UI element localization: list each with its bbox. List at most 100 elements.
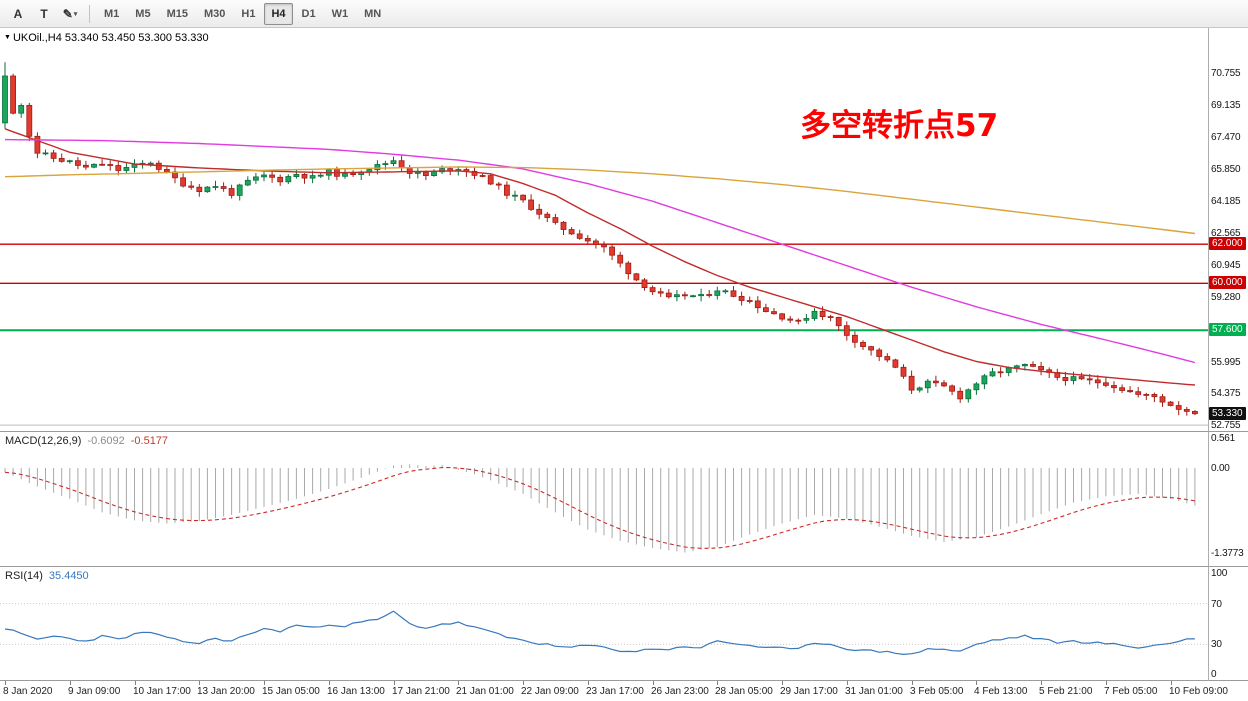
rsi-label: RSI(14) 35.4450 xyxy=(5,570,89,582)
time-axis-label: 15 Jan 05:00 xyxy=(262,686,320,697)
time-axis-label: 5 Feb 21:00 xyxy=(1039,686,1093,697)
rsi-tick-label: 0 xyxy=(1211,669,1217,680)
rsi-tick-label: 70 xyxy=(1211,599,1222,610)
time-tick-mark xyxy=(5,681,6,685)
price-chart-canvas[interactable] xyxy=(0,28,1208,431)
price-tick-label: 62.565 xyxy=(1211,228,1241,239)
time-tick-mark xyxy=(1106,681,1107,685)
time-tick-mark xyxy=(70,681,71,685)
macd-plot[interactable]: MACD(12,26,9) -0.6092 -0.5177 xyxy=(0,432,1209,567)
time-tick-mark xyxy=(329,681,330,685)
macd-tick-label: 0.561 xyxy=(1211,433,1236,444)
time-axis-label: 13 Jan 20:00 xyxy=(197,686,255,697)
rsi-chart-canvas[interactable] xyxy=(0,567,1208,680)
macd-tick-label: 0.00 xyxy=(1211,463,1230,474)
time-tick-mark xyxy=(199,681,200,685)
macd-pane: MACD(12,26,9) -0.6092 -0.5177 0.561 0.00 -1.… xyxy=(0,432,1248,567)
symbol-info: ▼ UKOil.,H4 53.340 53.450 53.300 53.330 xyxy=(4,32,209,44)
time-tick-mark xyxy=(458,681,459,685)
price-tick-label: 60.945 xyxy=(1211,260,1241,271)
price-scale[interactable]: 70.755 69.135 67.470 65.850 64.185 62.565 60.9… xyxy=(1209,28,1248,432)
timeframe-button-w1[interactable]: W1 xyxy=(331,7,349,20)
time-tick-mark xyxy=(782,681,783,685)
ma-fast-red xyxy=(4,128,1195,386)
price-tick-label: 67.470 xyxy=(1211,132,1241,143)
time-tick-mark xyxy=(1041,681,1042,685)
time-axis-label: 10 Feb 09:00 xyxy=(1169,686,1228,697)
chart-area: ▼ UKOil.,H4 53.340 53.450 53.300 53.330 多… xyxy=(0,28,1248,701)
time-tick-mark xyxy=(976,681,977,685)
macd-chart-canvas[interactable] xyxy=(0,432,1208,566)
time-axis-label: 8 Jan 2020 xyxy=(3,686,53,697)
ma-slow-orange xyxy=(4,166,1195,235)
cursor-tool-button[interactable]: A xyxy=(13,6,23,21)
rsi-tick-label: 30 xyxy=(1211,639,1222,650)
macd-signal-line xyxy=(4,467,1195,549)
chart-collapse-icon[interactable]: ▼ xyxy=(4,34,11,41)
draw-tool-button[interactable]: ✎ ▾ xyxy=(58,3,82,25)
time-axis-label: 4 Feb 13:00 xyxy=(974,686,1028,697)
time-tick-mark xyxy=(1171,681,1172,685)
timeframe-button-mn[interactable]: MN xyxy=(364,7,382,20)
time-tick-mark xyxy=(523,681,524,685)
timeframe-button-m15[interactable]: M15 xyxy=(166,7,188,20)
price-tick-label: 64.185 xyxy=(1211,196,1241,207)
macd-name: MACD(12,26,9) xyxy=(5,435,82,447)
macd-tick-label: -1.3773 xyxy=(1211,548,1244,559)
rsi-name: RSI(14) xyxy=(5,570,43,582)
macd-main-value: -0.6092 xyxy=(87,435,125,447)
chart-annotation[interactable]: 多空转折点57 xyxy=(800,108,999,144)
timeframe-button-h1[interactable]: H1 xyxy=(241,7,256,20)
price-tick-label: 65.850 xyxy=(1211,164,1241,175)
rsi-value: 35.4450 xyxy=(48,570,89,582)
timeframe-button-d1[interactable]: D1 xyxy=(301,7,316,20)
price-tick-label: 52.755 xyxy=(1211,420,1241,431)
time-axis-label: 28 Jan 05:00 xyxy=(715,686,773,697)
time-axis-label: 26 Jan 23:00 xyxy=(651,686,709,697)
price-plot[interactable]: ▼ UKOil.,H4 53.340 53.450 53.300 53.330 多… xyxy=(0,28,1209,432)
time-axis-label: 21 Jan 01:00 xyxy=(456,686,514,697)
time-axis-label: 16 Jan 13:00 xyxy=(327,686,385,697)
text-tool-button[interactable]: T xyxy=(40,6,48,21)
rsi-pane: RSI(14) 35.4450 100 70 30 0 xyxy=(0,567,1248,681)
hline-price-badge[interactable]: 57.600 xyxy=(1209,323,1246,336)
current-price-badge: 53.330 xyxy=(1209,407,1246,420)
symbol-ohlc-text: UKOil.,H4 53.340 53.450 53.300 53.330 xyxy=(12,32,209,44)
time-axis-label: 7 Feb 05:00 xyxy=(1104,686,1158,697)
time-tick-mark xyxy=(135,681,136,685)
time-axis-label: 22 Jan 09:00 xyxy=(521,686,579,697)
time-tick-mark xyxy=(912,681,913,685)
timeframe-button-m30[interactable]: M30 xyxy=(203,7,226,20)
rsi-tick-label: 100 xyxy=(1211,568,1228,579)
time-axis-label: 9 Jan 09:00 xyxy=(68,686,121,697)
time-axis-label: 10 Jan 17:00 xyxy=(133,686,191,697)
time-tick-mark xyxy=(653,681,654,685)
macd-label: MACD(12,26,9) -0.6092 -0.5177 xyxy=(5,435,168,447)
price-tick-label: 54.375 xyxy=(1211,388,1241,399)
timeframe-button-m5[interactable]: M5 xyxy=(135,7,151,20)
price-tick-label: 70.755 xyxy=(1211,68,1241,79)
rsi-plot[interactable]: RSI(14) 35.4450 xyxy=(0,567,1209,681)
time-axis-label: 31 Jan 01:00 xyxy=(845,686,903,697)
hline-price-badge[interactable]: 60.000 xyxy=(1209,276,1246,289)
macd-signal-value: -0.5177 xyxy=(130,435,169,447)
price-tick-label: 69.135 xyxy=(1211,100,1241,111)
timeframe-button-m1[interactable]: M1 xyxy=(104,7,120,20)
timeframe-button-h4[interactable]: H4 xyxy=(264,2,293,25)
time-axis-label: 17 Jan 21:00 xyxy=(392,686,450,697)
hline-price-badge[interactable]: 62.000 xyxy=(1209,237,1246,250)
main-price-pane: ▼ UKOil.,H4 53.340 53.450 53.300 53.330 多… xyxy=(0,28,1248,432)
time-axis-label: 3 Feb 05:00 xyxy=(910,686,964,697)
rsi-scale[interactable]: 100 70 30 0 xyxy=(1209,567,1248,681)
time-tick-mark xyxy=(588,681,589,685)
chevron-down-icon: ▾ xyxy=(73,10,78,18)
ma-mid-magenta xyxy=(4,138,1196,364)
time-axis-label: 23 Jan 17:00 xyxy=(586,686,644,697)
toolbar: A T ✎ ▾ M1 M5 M15 M30 H1 H4 D1 W1 MN xyxy=(0,0,1248,28)
time-axis[interactable]: 8 Jan 2020 9 Jan 09:00 10 Jan 17:00 13 Jan … xyxy=(0,681,1248,701)
time-tick-mark xyxy=(847,681,848,685)
price-tick-label: 55.995 xyxy=(1211,357,1241,368)
time-axis-label: 29 Jan 17:00 xyxy=(780,686,838,697)
macd-scale[interactable]: 0.561 0.00 -1.3773 xyxy=(1209,432,1248,567)
